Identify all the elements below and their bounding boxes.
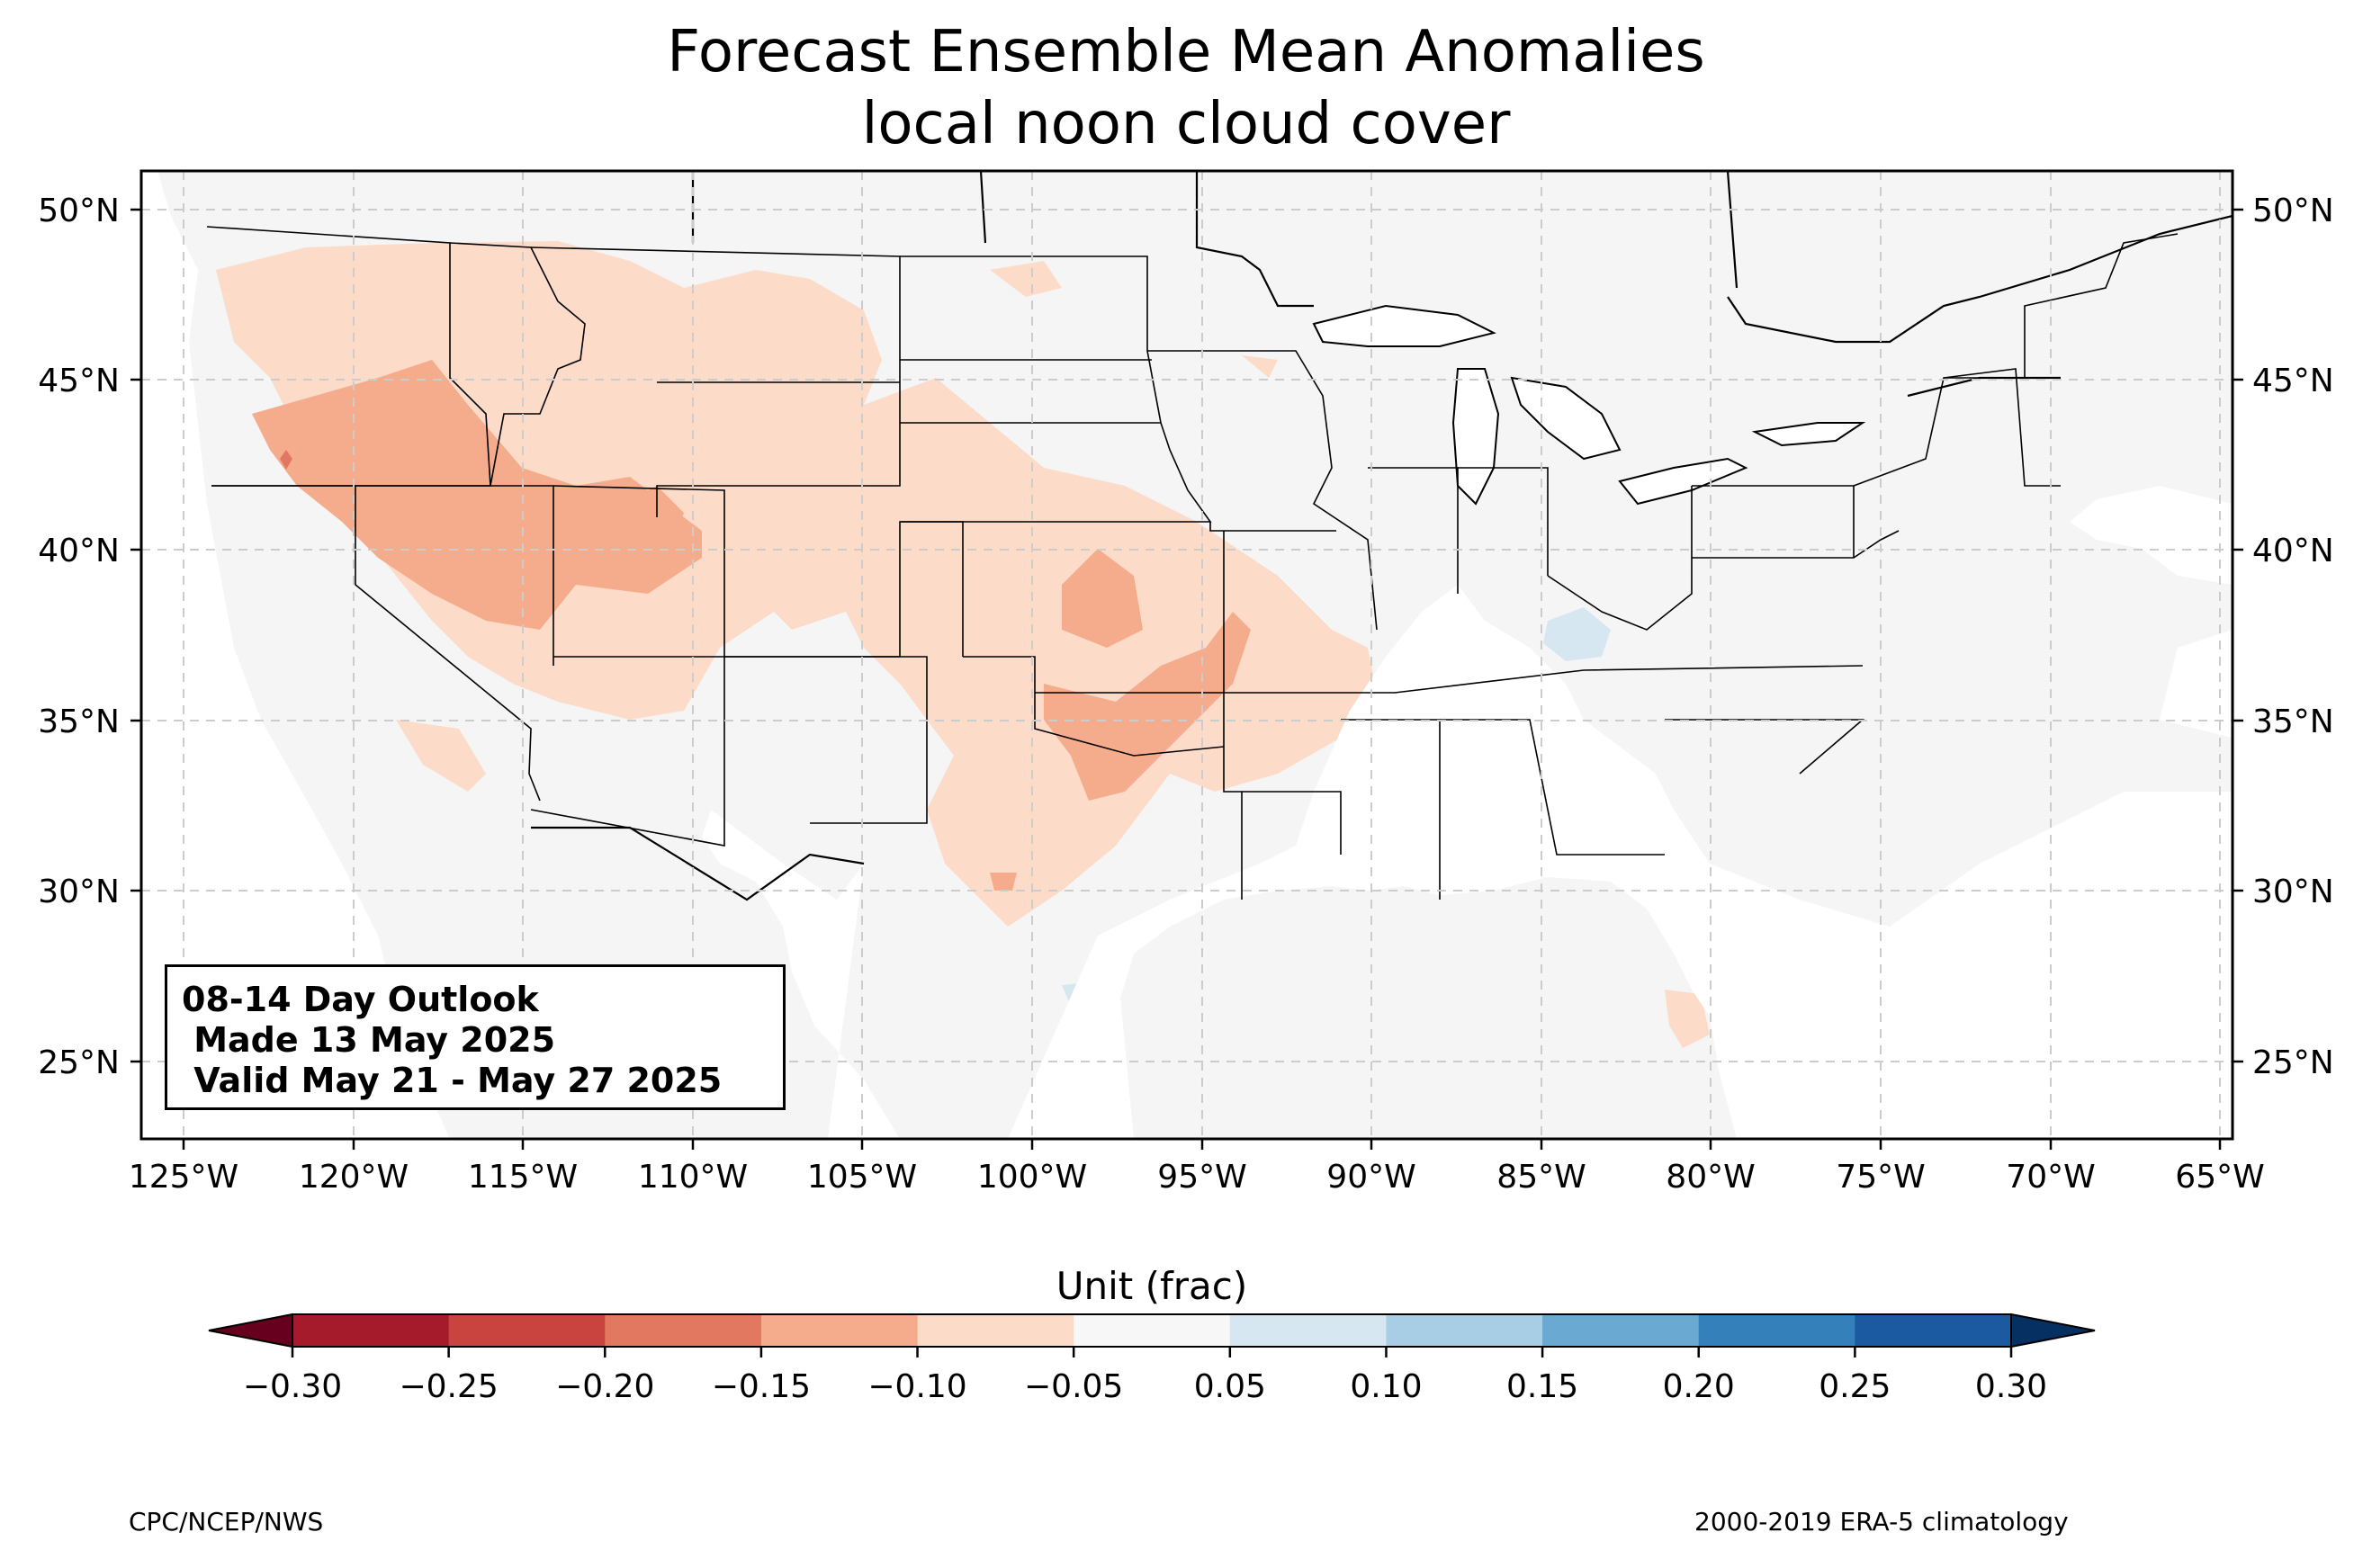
outlook-valid-range: Valid May 21 - May 27 2025	[182, 1061, 723, 1100]
lat-label: 45°N	[38, 363, 120, 399]
outlook-info-box: 08-14 Day Outlook Made 13 May 2025 Valid…	[165, 964, 786, 1110]
lat-label: 40°N	[2252, 533, 2334, 569]
anomaly-strong-negative	[280, 450, 292, 470]
latitude-labels-left: 50°N 45°N 40°N 35°N 30°N 25°N	[38, 193, 120, 1081]
colorbar-tick-label: 0.10	[1350, 1368, 1422, 1405]
lon-label: 105°W	[807, 1159, 917, 1196]
colorbar-segment	[1698, 1314, 1855, 1347]
lat-label: 30°N	[38, 874, 120, 910]
lon-label: 95°W	[1157, 1159, 1246, 1196]
colorbar-segment	[1386, 1314, 1543, 1347]
colorbar-segment	[760, 1314, 919, 1347]
lat-label: 50°N	[2252, 193, 2334, 229]
lon-label: 120°W	[299, 1159, 409, 1196]
lat-label: 35°N	[2252, 703, 2334, 740]
lon-label: 125°W	[129, 1159, 238, 1196]
colorbar-tick-label: −0.05	[1024, 1368, 1123, 1405]
colorbar-segment	[448, 1314, 606, 1347]
colorbar-tick-label: −0.30	[243, 1368, 342, 1405]
colorbar-tick-label: 0.30	[1975, 1368, 2047, 1405]
lat-label: 35°N	[38, 703, 120, 740]
lon-label: 90°W	[1326, 1159, 1415, 1196]
ocean	[141, 171, 2233, 1139]
map-area	[141, 171, 2233, 1139]
country-borders	[141, 171, 2233, 901]
figure-subtitle: local noon cloud cover	[861, 91, 1511, 157]
figure-title: Forecast Ensemble Mean Anomalies	[667, 19, 1705, 85]
colorbar-segment	[1542, 1314, 1700, 1347]
lat-label: 40°N	[38, 533, 120, 569]
colorbar-frame	[292, 1313, 2012, 1348]
colorbar-segment	[1229, 1314, 1387, 1347]
lat-label: 25°N	[38, 1044, 120, 1081]
lon-label: 70°W	[2006, 1159, 2095, 1196]
map-frame	[139, 169, 2234, 1141]
outlook-period: 08-14 Day Outlook	[182, 980, 539, 1019]
lon-label: 100°W	[977, 1159, 1087, 1196]
colorbar-tick-label: −0.15	[712, 1368, 811, 1405]
footer-climatology: 2000-2019 ERA-5 climatology	[1694, 1507, 2069, 1537]
latitude-labels-right: 50°N 45°N 40°N 35°N 30°N 25°N	[2252, 193, 2334, 1081]
colorbar-tick-label: −0.25	[399, 1368, 498, 1405]
lon-label: 75°W	[1836, 1159, 1925, 1196]
great-lakes	[1312, 304, 1866, 506]
colorbar-segment	[1855, 1314, 2012, 1347]
colorbar-extend-max	[2010, 1313, 2096, 1348]
anomaly-medium-negative	[252, 360, 1251, 891]
colorbar-tick-label: 0.05	[1194, 1368, 1266, 1405]
lat-label: 25°N	[2252, 1044, 2334, 1081]
lon-label: 110°W	[638, 1159, 748, 1196]
colorbar: −0.30 −0.25 −0.20 −0.15 −0.10 −0.05 0.05 0.10 0.…	[208, 1313, 2096, 1405]
colorbar-tick-label: −0.20	[555, 1368, 654, 1405]
lat-label: 50°N	[38, 193, 120, 229]
lon-label: 115°W	[468, 1159, 578, 1196]
outlook-made-date: Made 13 May 2025	[182, 1020, 556, 1060]
colorbar-tick-label: 0.25	[1819, 1368, 1891, 1405]
colorbar-segment	[1074, 1314, 1231, 1347]
colorbar-tick-label: 0.15	[1506, 1368, 1578, 1405]
colorbar-segment	[917, 1314, 1074, 1347]
colorbar-segment	[292, 1314, 450, 1347]
lat-label: 30°N	[2252, 874, 2334, 910]
axis-ticks	[130, 208, 2243, 1150]
colorbar-segment	[605, 1314, 762, 1347]
colorbar-tick-label: 0.20	[1663, 1368, 1735, 1405]
colorbar-segments	[292, 1314, 2012, 1347]
lon-label: 85°W	[1496, 1159, 1586, 1196]
colorbar-ticks: −0.30 −0.25 −0.20 −0.15 −0.10 −0.05 0.05 0.10 0.…	[243, 1347, 2047, 1405]
lat-label: 45°N	[2252, 363, 2334, 399]
longitude-labels: 125°W 120°W 115°W 110°W 105°W 100°W 95°W…	[129, 1159, 2265, 1196]
lon-label: 65°W	[2175, 1159, 2264, 1196]
colorbar-tick-label: −0.10	[867, 1368, 966, 1405]
colorbar-label: Unit (frac)	[1056, 1264, 1248, 1308]
colorbar-extend-min	[208, 1313, 293, 1348]
footer-source: CPC/NCEP/NWS	[129, 1507, 324, 1537]
lon-label: 80°W	[1666, 1159, 1755, 1196]
